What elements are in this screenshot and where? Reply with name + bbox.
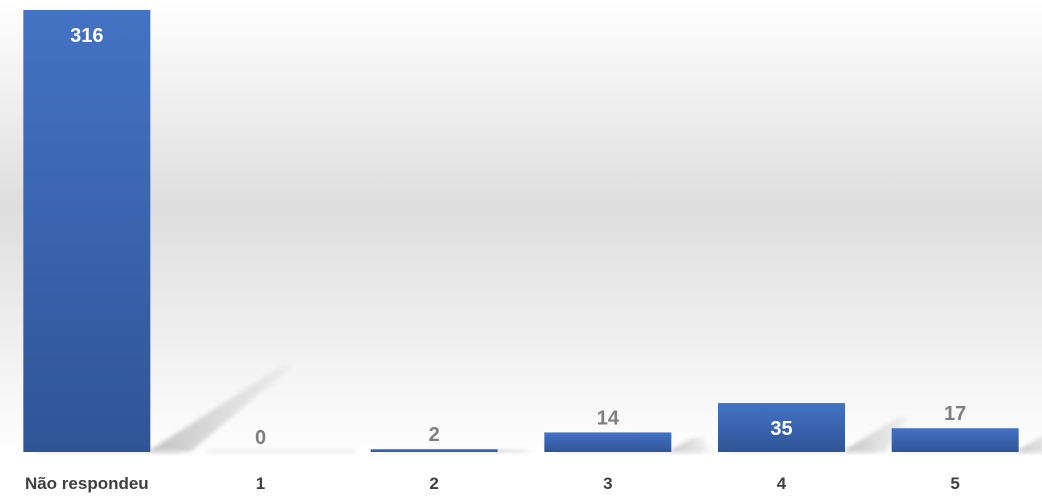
value-label: 35 (770, 418, 792, 440)
value-label-layer: 316 0 2 14 35 17 (70, 25, 966, 449)
bar-shadow (845, 416, 910, 452)
value-label: 0 (255, 427, 266, 449)
category-label: 5 (950, 474, 959, 493)
value-label: 316 (70, 25, 103, 47)
bar-shadow (150, 365, 293, 452)
bar-3 (544, 432, 672, 452)
category-label: 4 (777, 474, 787, 493)
category-label: 2 (429, 474, 438, 493)
bar-2 (370, 449, 498, 452)
bar-não-respondeu (23, 10, 151, 452)
plot-background (0, 0, 1042, 460)
category-label: Não respondeu (25, 474, 149, 493)
bar-layer (23, 10, 1019, 452)
bar-4 (718, 403, 845, 452)
category-label: 1 (256, 474, 265, 493)
value-label: 14 (597, 407, 620, 429)
bar-5 (891, 428, 1019, 452)
bar-floor-shadow (207, 448, 354, 454)
category-label-layer: Não respondeu 1 2 3 4 5 (25, 474, 960, 493)
value-label: 17 (944, 403, 966, 425)
category-label: 3 (603, 474, 612, 493)
value-label: 2 (429, 424, 440, 446)
